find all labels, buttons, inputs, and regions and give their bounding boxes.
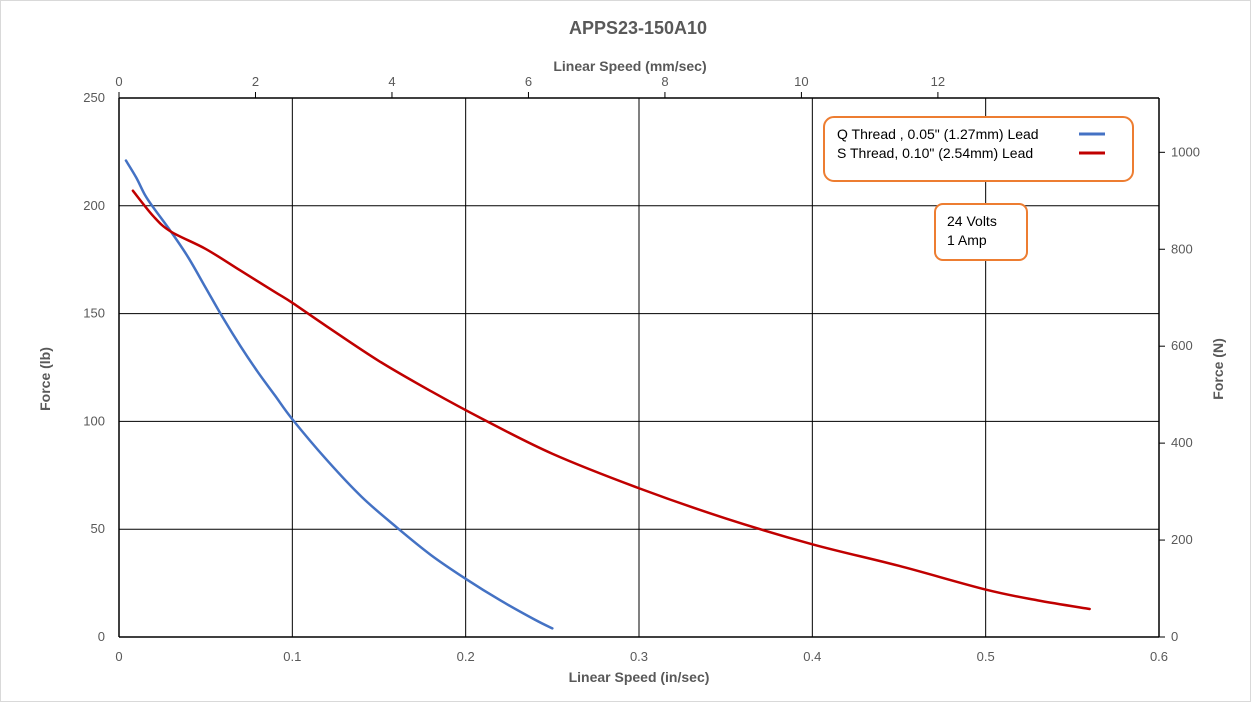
legend: Q Thread , 0.05" (1.27mm) Lead S Thread,… — [823, 116, 1134, 182]
y2-tick-label: 200 — [1171, 532, 1193, 547]
y-tick-label: 50 — [91, 521, 105, 536]
x2-tick-label: 6 — [525, 74, 532, 89]
x2-tick-label: 4 — [388, 74, 395, 89]
legend-box — [823, 116, 1134, 182]
y2-tick-label: 600 — [1171, 338, 1193, 353]
y-axis-title: Force (lb) — [37, 347, 53, 411]
x-tick-label: 0.5 — [977, 649, 995, 664]
x2-tick-label: 2 — [252, 74, 259, 89]
legend-label-s-thread: S Thread, 0.10" (2.54mm) Lead — [837, 145, 1033, 161]
x2-axis-title: Linear Speed (mm/sec) — [553, 58, 706, 74]
series-line-q-thread — [124, 159, 554, 630]
y2-tick-label: 0 — [1171, 629, 1178, 644]
x-tick-label: 0.2 — [457, 649, 475, 664]
y2-axis-title: Force (N) — [1210, 338, 1226, 399]
legend-label-q-thread: Q Thread , 0.05" (1.27mm) Lead — [837, 126, 1039, 142]
x-tick-label: 0 — [115, 649, 122, 664]
x-tick-label: 0.6 — [1150, 649, 1168, 664]
y-tick-label: 200 — [83, 198, 105, 213]
y-tick-label: 0 — [98, 629, 105, 644]
x2-tick-label: 0 — [115, 74, 122, 89]
x-tick-label: 0.3 — [630, 649, 648, 664]
series-line-s-thread — [131, 189, 1091, 611]
y2-tick-label: 1000 — [1171, 144, 1200, 159]
annotation-callout: 24 Volts 1 Amp — [934, 203, 1028, 261]
x2-tick-label: 8 — [661, 74, 668, 89]
x-tick-label: 0.4 — [803, 649, 821, 664]
series-lines — [124, 159, 1091, 630]
x-tick-label: 0.1 — [283, 649, 301, 664]
x2-tick-label: 10 — [794, 74, 808, 89]
axes — [118, 92, 1165, 638]
chart-title: APPS23-150A10 — [569, 18, 707, 38]
x-axis-title: Linear Speed (in/sec) — [569, 669, 710, 685]
y-tick-label: 250 — [83, 90, 105, 105]
y2-tick-label: 400 — [1171, 435, 1193, 450]
annotation-current: 1 Amp — [947, 232, 987, 248]
annotation-voltage: 24 Volts — [947, 213, 997, 229]
annotation-box — [934, 203, 1028, 261]
y-tick-label: 100 — [83, 413, 105, 428]
x2-tick-label: 12 — [931, 74, 945, 89]
y2-tick-label: 800 — [1171, 241, 1193, 256]
y-tick-label: 150 — [83, 306, 105, 321]
